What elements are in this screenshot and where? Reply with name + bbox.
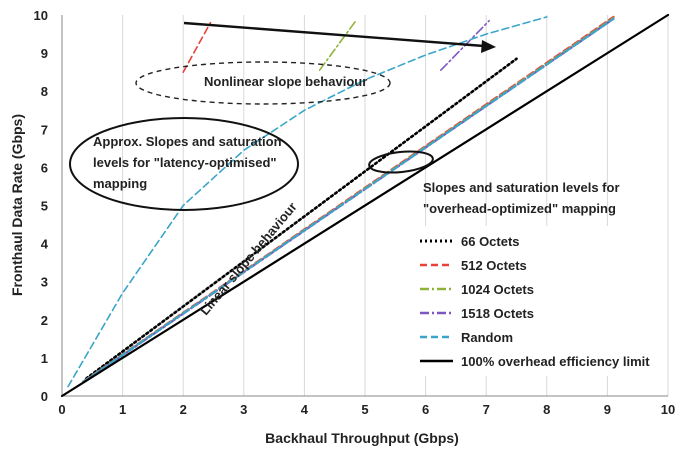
y-axis-title: Fronthaul Data Rate (Gbps) — [9, 114, 25, 296]
series-layer — [60, 13, 670, 398]
x-tick-label: 5 — [361, 402, 368, 417]
x-tick-label: 8 — [543, 402, 550, 417]
y-tick-label: 1 — [41, 351, 48, 366]
x-tick-label: 9 — [604, 402, 611, 417]
legend-label: 100% overhead efficiency limit — [461, 354, 650, 369]
x-tick-label: 1 — [119, 402, 126, 417]
latency-series-line — [67, 16, 548, 388]
y-tick-label: 4 — [41, 237, 49, 252]
nonlinear-ellipse — [135, 61, 391, 105]
series-line — [82, 17, 615, 383]
series-line — [60, 13, 670, 398]
latency-series-line — [318, 19, 357, 71]
x-tick-label: 7 — [483, 402, 490, 417]
annotation-latency-line1: Approx. Slopes and saturation — [93, 134, 282, 149]
legend-label: 1024 Octets — [461, 282, 534, 297]
y-tick-label: 6 — [41, 160, 48, 175]
series-line — [84, 57, 518, 380]
x-tick-label: 2 — [180, 402, 187, 417]
legend-background — [414, 226, 664, 376]
y-tick-label: 9 — [41, 46, 48, 61]
y-tick-label: 8 — [41, 84, 48, 99]
x-tick-label: 3 — [240, 402, 247, 417]
x-tick-label: 4 — [301, 402, 309, 417]
latency-series-line — [182, 21, 212, 73]
x-tick-label: 6 — [422, 402, 429, 417]
y-tick-label: 0 — [41, 389, 48, 404]
overhead-ellipse — [368, 150, 434, 174]
annotation-latency-line3: mapping — [93, 176, 147, 191]
trend-arrow-shaft — [183, 21, 485, 48]
legend-label: Random — [461, 330, 513, 345]
axes: 0 1 2 3 4 5 6 7 8 9 10 0 1 2 3 4 5 6 7 8 9 10 — [34, 8, 676, 417]
annotation-nonlinear: Nonlinear slope behaviour — [204, 74, 367, 89]
legend-label: 66 Octets — [461, 234, 520, 249]
y-tick-label: 2 — [41, 313, 48, 328]
annotation-latency-line2: levels for "latency-optimised" — [93, 155, 277, 170]
x-tick-label: 10 — [661, 402, 675, 417]
latency-ellipse — [69, 117, 299, 211]
legend-label: 512 Octets — [461, 258, 527, 273]
annotation-overhead-line2: "overhead-optimized" mapping — [423, 201, 616, 216]
annotation-overhead-line1: Slopes and saturation levels for — [423, 180, 620, 195]
y-tick-label: 7 — [41, 122, 48, 137]
trend-arrow-head — [481, 40, 496, 53]
annotation-shapes — [69, 21, 496, 211]
x-axis-title: Backhaul Throughput (Gbps) — [265, 430, 459, 446]
legend: 66 Octets 512 Octets 1024 Octets 1518 Octet… — [414, 226, 664, 376]
y-tick-label: 5 — [41, 199, 48, 214]
legend-label: 1518 Octets — [461, 306, 534, 321]
y-tick-label: 10 — [34, 8, 48, 23]
y-tick-label: 3 — [41, 275, 48, 290]
annotation-linear: Linear slope behaviour — [197, 199, 300, 318]
x-tick-label: 0 — [58, 402, 65, 417]
